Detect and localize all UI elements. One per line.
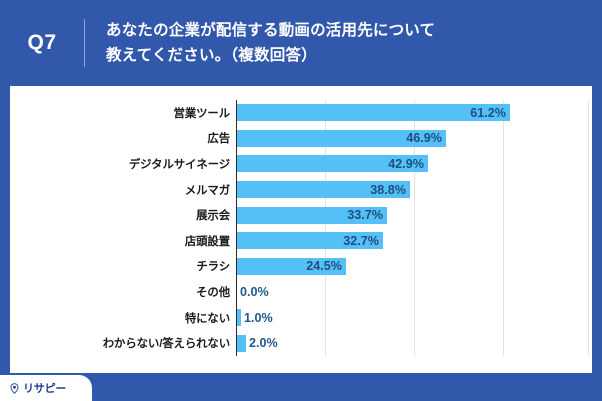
logo-badge[interactable]: リサピー [0,375,92,401]
bar-value-label: 24.5% [306,259,342,274]
bar[interactable]: 33.7% [237,206,387,224]
bar[interactable]: 46.9% [237,129,446,147]
gridline-80 [588,100,589,356]
bar[interactable]: 38.8% [237,181,410,199]
table-row: 特にない 1.0% [10,305,592,331]
table-row: 展示会 33.7% [10,202,592,228]
bar-container: 33.7% [237,202,387,228]
bar-value-label: 0.0% [240,284,269,299]
category-label: 特にない [184,312,230,325]
table-row: わからない/答えられない 2.0% [10,330,592,356]
bar-value-label: 33.7% [347,208,383,223]
category-label: 展示会 [196,210,230,223]
location-pin-icon [10,382,19,394]
category-label: 広告 [207,133,230,146]
value-axis-line [236,100,237,356]
category-label: チラシ [196,261,230,274]
question-number-badge: Q7 [27,31,57,54]
table-row: チラシ 24.5% [10,254,592,280]
bar-value-label: 42.9% [388,156,424,171]
bar[interactable]: 42.9% [237,155,428,173]
table-row: 広告 46.9% [10,126,592,152]
bar[interactable]: 61.2% [237,104,510,122]
question-title-line-1: あなたの企業が配信する動画の活用先について [106,21,436,39]
category-label: 店頭設置 [184,235,230,248]
bar-value-label: 1.0% [244,310,273,325]
bar-value-label: 32.7% [343,233,379,248]
question-title: あなたの企業が配信する動画の活用先について 教えてください。（複数回答） [85,18,447,68]
bar[interactable]: 24.5% [237,257,346,275]
category-label: メルマガ [184,184,230,197]
bar-container: 2.0% [237,330,278,356]
category-label: その他 [196,286,230,299]
bar-value-label: 38.8% [370,182,406,197]
bar-rows: 営業ツール 61.2% 広告 46.9% [10,100,592,356]
category-label: デジタルサイネージ [128,158,230,171]
category-label: 営業ツール [173,107,231,120]
logo-text: リサピー [23,383,67,395]
bar[interactable] [237,309,241,327]
bar-container: 1.0% [237,305,273,331]
bar-container: 38.8% [237,177,410,203]
bar-value-label: 61.2% [470,105,506,120]
bar-container: 61.2% [237,100,510,126]
bar[interactable] [237,334,246,352]
category-label: わからない/答えられない [102,338,230,351]
table-row: 店頭設置 32.7% [10,228,592,254]
bar-value-label: 46.9% [406,131,442,146]
bar-container: 46.9% [237,126,446,152]
bar-container: 32.7% [237,228,383,254]
table-row: メルマガ 38.8% [10,177,592,203]
bar-container: 0.0% [237,279,269,305]
table-row: デジタルサイネージ 42.9% [10,151,592,177]
table-row: その他 0.0% [10,279,592,305]
chart-card: 営業ツール 61.2% 広告 46.9% [10,86,592,373]
bar-container: 24.5% [237,254,346,280]
slide-header: Q7 あなたの企業が配信する動画の活用先について 教えてください。（複数回答） [0,0,602,86]
table-row: 営業ツール 61.2% [10,100,592,126]
header-divider [84,19,85,67]
bar-chart: 営業ツール 61.2% 広告 46.9% [10,86,592,373]
question-title-line-2: 教えてください。（複数回答） [106,47,317,64]
bar[interactable]: 32.7% [237,232,383,250]
bar-value-label: 2.0% [249,336,278,351]
gridline-60 [503,100,504,356]
bar-container: 42.9% [237,151,428,177]
gridline-40 [414,100,415,356]
gridline-20 [325,100,326,356]
